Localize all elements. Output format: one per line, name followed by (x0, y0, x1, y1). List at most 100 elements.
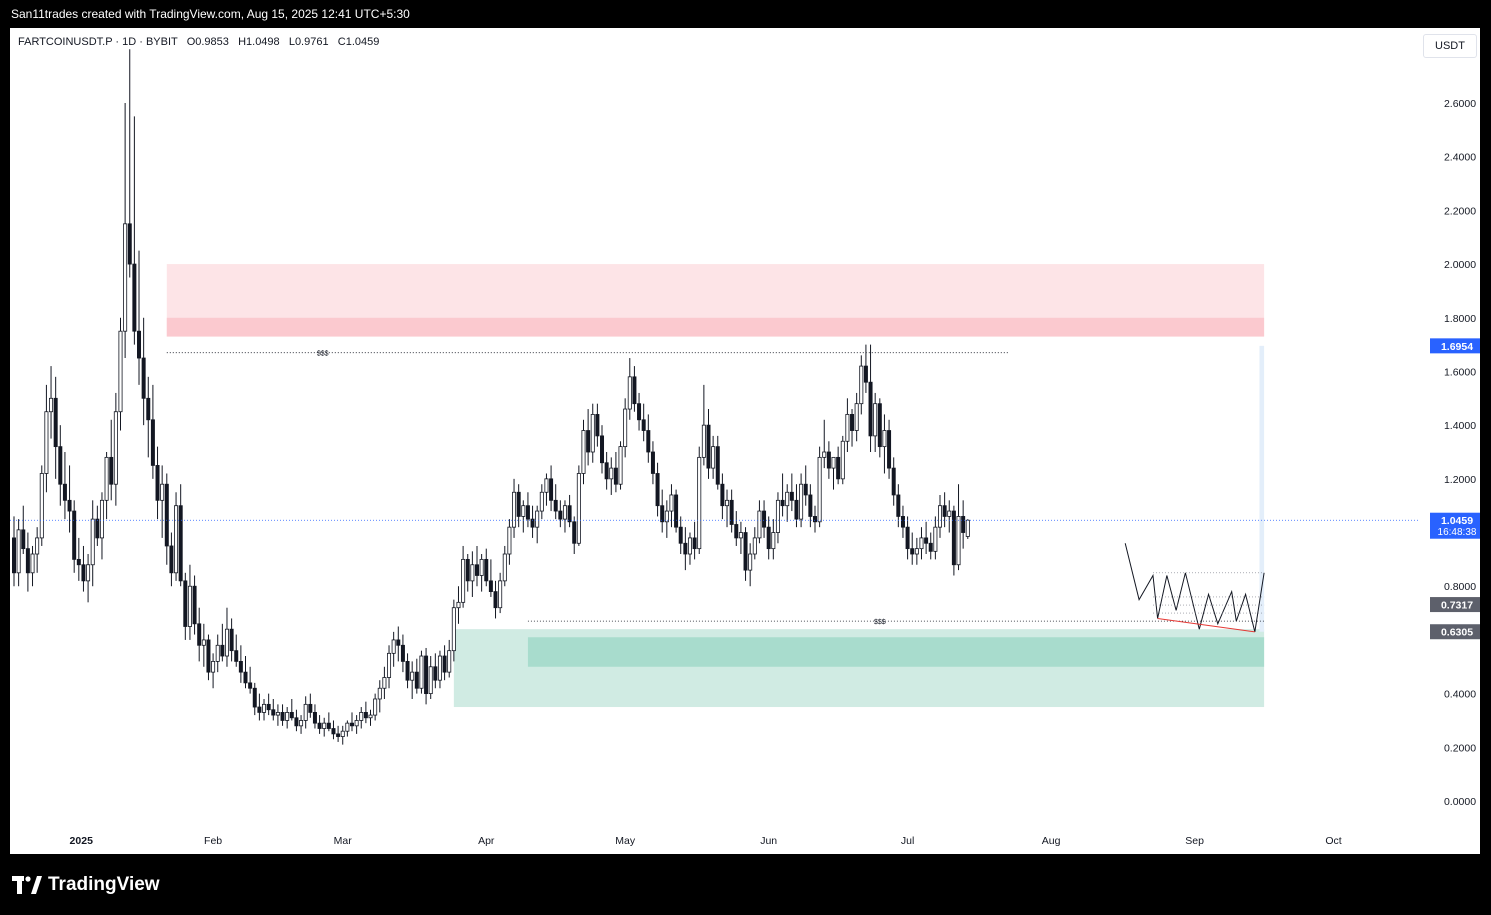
candle-up (44, 411, 49, 474)
candle-down (877, 403, 882, 448)
candle-down (271, 709, 276, 716)
candle-up (785, 491, 790, 507)
candle-down (549, 478, 554, 501)
candle-down (405, 661, 410, 681)
candle-down (146, 397, 151, 421)
candle-up (618, 446, 623, 485)
tradingview-logo[interactable]: TradingView (12, 874, 160, 896)
candle-down (900, 516, 905, 528)
candle-up (354, 720, 359, 727)
candle-down (650, 451, 655, 474)
candle-up (419, 655, 424, 689)
candle-up (854, 403, 859, 431)
candle-down (812, 516, 817, 523)
tradingview-logo-text: TradingView (48, 874, 160, 895)
high-price-value: 1.6954 (1441, 341, 1473, 353)
chart-frame[interactable]: 2.6000 2.4000 2.2000 2.0000 1.8000 1.6000 1.40… (10, 28, 1480, 854)
projection-trendline (1157, 617, 1255, 633)
candle-down (238, 661, 243, 673)
candle-down (928, 542, 933, 552)
chart-canvas[interactable]: 2.6000 2.4000 2.2000 2.0000 1.8000 1.6000 1.40… (10, 28, 1480, 854)
candle-up (345, 722, 350, 732)
candle-down (729, 499, 734, 525)
x-tick-label: May (615, 835, 636, 847)
candle-down (141, 357, 146, 399)
candle-up (535, 510, 540, 528)
y-tick-label: 0.2000 (1444, 742, 1476, 754)
y-tick-label: 1.8000 (1444, 313, 1476, 325)
candle-down (488, 580, 493, 592)
candle-down (525, 505, 530, 520)
last-price-badge (1430, 512, 1480, 539)
candle-up (275, 712, 280, 716)
x-tick-label: 2025 (70, 835, 94, 847)
candle-up (86, 564, 91, 582)
candle-down (164, 483, 169, 547)
candle-up (817, 456, 822, 523)
candle-up (576, 473, 581, 544)
candle-down (553, 499, 558, 512)
candle-down (308, 703, 313, 713)
candle-up (544, 478, 549, 493)
candle-down (197, 623, 202, 646)
last-price-countdown: 16:48:38 (1438, 527, 1477, 538)
candle-up (447, 650, 452, 673)
candle-up (512, 491, 517, 528)
x-tick-label: Apr (478, 835, 495, 847)
candle-down (826, 451, 831, 469)
y-tick-label: 0.8000 (1444, 581, 1476, 593)
projection-price-badge (1430, 597, 1480, 613)
candle-down (465, 558, 470, 582)
candle-down (433, 666, 438, 681)
candle-up (391, 639, 396, 654)
candle-up (914, 548, 919, 555)
candle-down (683, 542, 688, 555)
candle-up (104, 456, 109, 501)
candle-down (326, 722, 331, 729)
candle-down (678, 526, 683, 544)
candle-down (674, 494, 679, 528)
candle-down (169, 545, 174, 574)
candle-down (109, 456, 114, 485)
candle-up (581, 430, 586, 474)
candle-up (859, 365, 864, 405)
candle-down (243, 671, 248, 684)
candle-down (266, 703, 271, 711)
target-zone (1259, 345, 1265, 632)
x-tick-label: Mar (334, 835, 353, 847)
candle-down (62, 483, 67, 501)
currency-unit-button[interactable]: USDT (1423, 34, 1477, 58)
candle-up (669, 494, 674, 512)
candle-down (780, 499, 785, 507)
candle-up (387, 652, 392, 678)
candle-down (641, 419, 646, 431)
candle-down (294, 717, 299, 727)
liquidity-label: $$$ (874, 619, 886, 626)
candle-down (72, 510, 77, 560)
demand-zone-band (527, 637, 1265, 667)
candle-down (803, 483, 808, 496)
projection-low-price-value: 0.6305 (1441, 627, 1473, 639)
candle-up (947, 510, 952, 517)
candle-down (595, 414, 600, 437)
candle-down (567, 505, 572, 523)
candle-up (368, 714, 373, 719)
candle-up (502, 553, 507, 582)
candle-up (224, 628, 229, 657)
candle-up (775, 499, 780, 533)
candle-up (35, 537, 40, 555)
candle-up (956, 516, 961, 566)
y-tick-label: 0.4000 (1444, 689, 1476, 701)
candle-up (90, 518, 95, 566)
candle-down (206, 639, 211, 673)
candle-down (336, 733, 341, 737)
candle-up (410, 671, 415, 681)
candle-down (53, 397, 58, 448)
candle-down (234, 650, 239, 662)
candle-up (799, 483, 804, 520)
candle-up (701, 424, 706, 458)
candle-up (456, 601, 461, 609)
candle-up (738, 532, 743, 539)
candle-up (187, 585, 192, 627)
candle-up (711, 446, 716, 469)
